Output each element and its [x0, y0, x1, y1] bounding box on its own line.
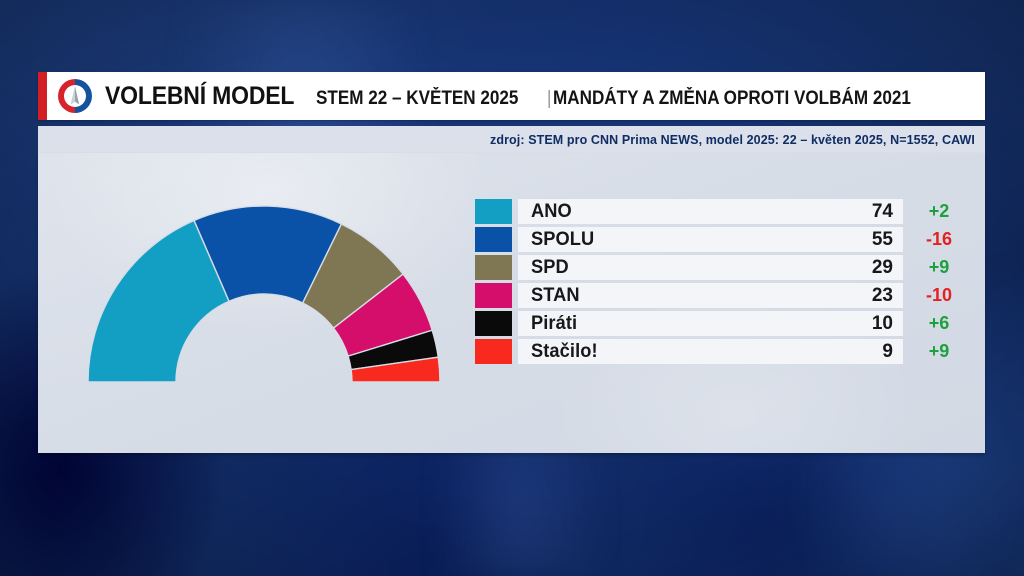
seat-semicircle-chart	[54, 163, 474, 403]
seat-arc-svg	[87, 205, 441, 383]
party-seat-count: 23	[871, 284, 893, 306]
header-title-block: VOLEBNÍ MODEL STEM 22 – KVĚTEN 2025 | MA…	[105, 82, 950, 111]
stem-logo	[47, 72, 103, 120]
header-subtitle-mandates: MANDÁTY A ZMĚNA OPROTI VOLBÁM 2021	[552, 87, 911, 109]
party-name: SPD	[531, 256, 569, 278]
party-row-bar: SPD 29	[518, 255, 903, 280]
party-row-bar: SPOLU 55	[518, 227, 903, 252]
party-seat-change: -10	[925, 285, 952, 305]
party-seat-change: +2	[928, 201, 950, 221]
party-seat-change: +6	[928, 313, 950, 333]
party-seat-count: 55	[871, 228, 893, 250]
main-panel: ANO 74 +2 SPOLU 55 -16 SPD 29 +9 STAN 23 -10 Piráti 1…	[38, 153, 985, 453]
header-subtitle-model: STEM 22 – KVĚTEN 2025	[315, 87, 519, 109]
legend-row: Stačilo! 9 +9	[475, 339, 975, 364]
party-seat-change: +9	[928, 257, 950, 277]
party-color-swatch	[475, 283, 512, 308]
party-seat-change: +9	[928, 341, 950, 361]
legend-row: SPOLU 55 -16	[475, 227, 975, 252]
seat-arc-segment-stailo	[350, 356, 441, 383]
party-name: SPOLU	[531, 228, 595, 250]
seat-arc-segment-ano	[87, 219, 230, 383]
party-color-swatch	[475, 311, 512, 336]
party-color-swatch	[475, 227, 512, 252]
legend-row: ANO 74 +2	[475, 199, 975, 224]
legend-table: ANO 74 +2 SPOLU 55 -16 SPD 29 +9 STAN 23 -10 Piráti 1…	[475, 199, 975, 367]
party-color-swatch	[475, 339, 512, 364]
party-seat-count: 10	[871, 312, 893, 334]
legend-row: Piráti 10 +6	[475, 311, 975, 336]
party-seat-count: 29	[871, 256, 893, 278]
page-title: VOLEBNÍ MODEL	[105, 81, 295, 110]
party-name: Stačilo!	[531, 340, 598, 362]
party-name: STAN	[531, 284, 580, 306]
party-name: ANO	[531, 200, 572, 222]
party-seat-count: 74	[871, 200, 893, 222]
party-color-swatch	[475, 255, 512, 280]
party-seat-count: 9	[882, 340, 893, 362]
party-color-swatch	[475, 199, 512, 224]
legend-row: SPD 29 +9	[475, 255, 975, 280]
party-seat-change: -16	[925, 229, 952, 249]
party-row-bar: STAN 23	[518, 283, 903, 308]
source-text: zdroj: STEM pro CNN Prima NEWS, model 20…	[490, 132, 975, 147]
party-row-bar: ANO 74	[518, 199, 903, 224]
party-row-bar: Stačilo! 9	[518, 339, 903, 364]
header-bar: VOLEBNÍ MODEL STEM 22 – KVĚTEN 2025 | MA…	[38, 72, 985, 120]
header-red-accent	[38, 72, 47, 120]
party-row-bar: Piráti 10	[518, 311, 903, 336]
party-name: Piráti	[531, 312, 578, 334]
legend-row: STAN 23 -10	[475, 283, 975, 308]
header-divider: |	[546, 87, 552, 109]
source-bar: zdroj: STEM pro CNN Prima NEWS, model 20…	[38, 126, 985, 153]
stem-logo-icon	[58, 79, 92, 113]
